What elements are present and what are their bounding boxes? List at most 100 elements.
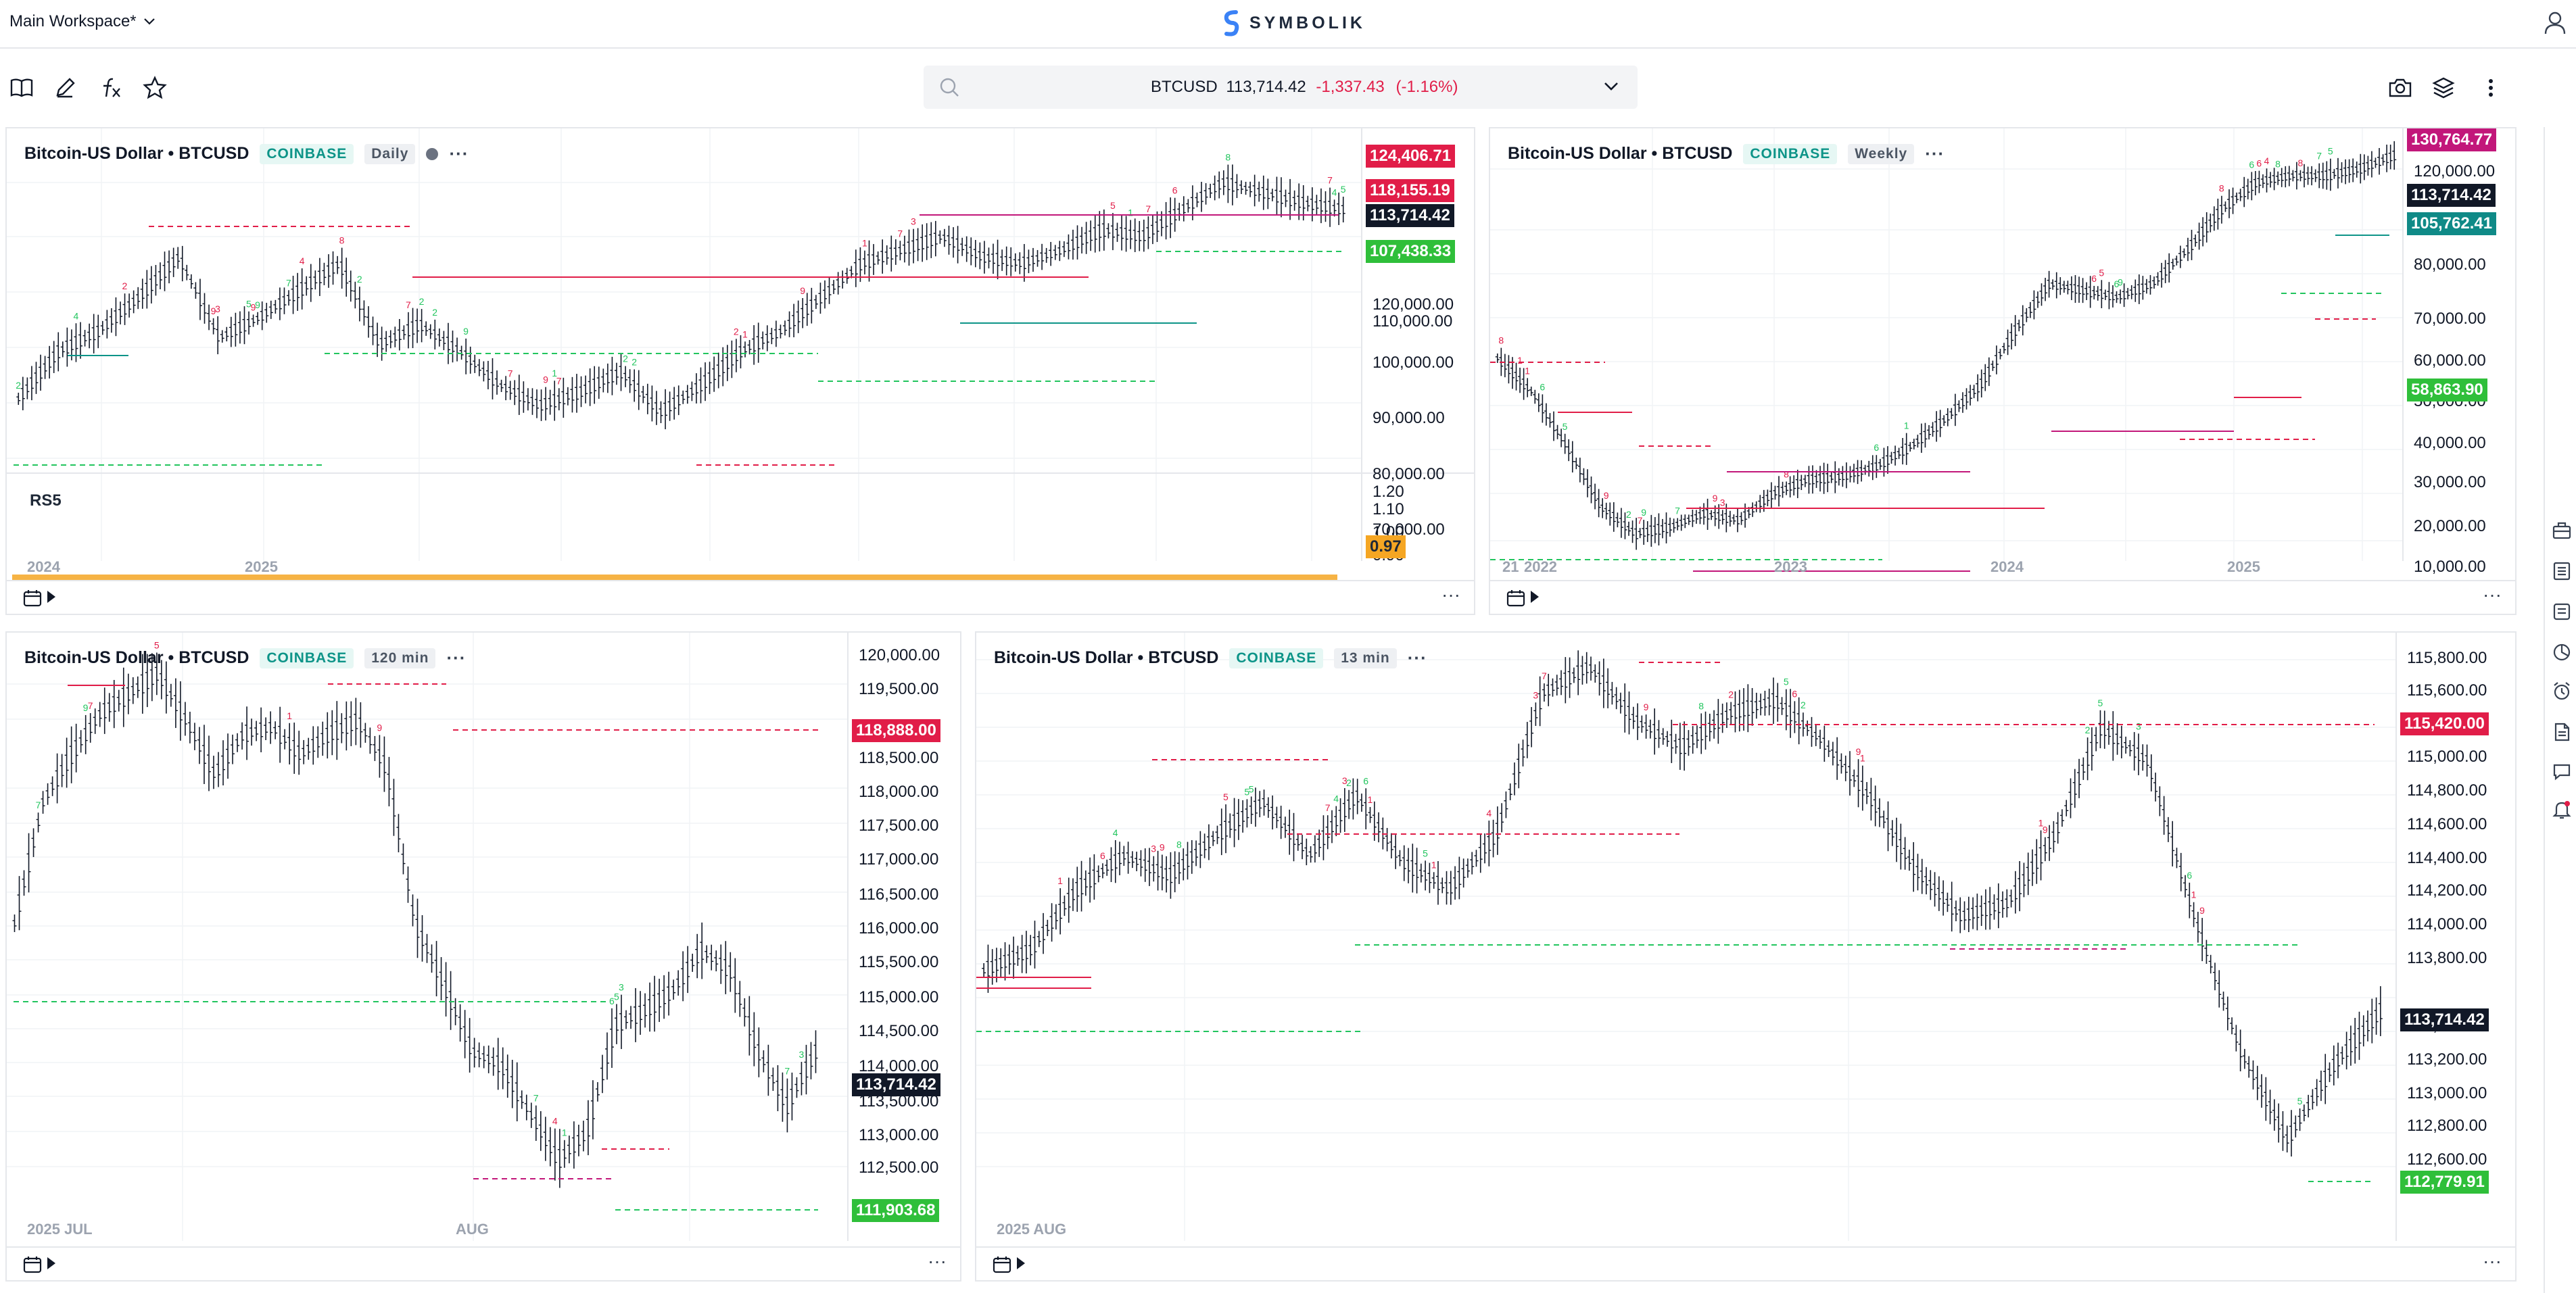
chart-panel-daily[interactable]: Bitcoin-US Dollar • BTCUSD COINBASE Dail…: [5, 127, 1475, 615]
footer-more-button[interactable]: ···: [2483, 584, 2502, 605]
sequential-count-label: 6: [2114, 278, 2120, 289]
sequential-count-label: 6: [1540, 381, 1545, 392]
sequential-count-label: 5: [614, 991, 619, 1002]
sequential-count-label: 8: [339, 235, 345, 246]
panel-menu-button[interactable]: ···: [1925, 143, 1945, 164]
calendar-icon[interactable]: [1506, 589, 1525, 607]
user-icon[interactable]: [2544, 11, 2567, 35]
sequential-count-label: 5: [2328, 146, 2333, 157]
camera-icon[interactable]: [2384, 72, 2416, 104]
sequential-count-label: 2: [432, 307, 437, 318]
status-dot: [426, 147, 439, 160]
alarm-icon[interactable]: [2552, 681, 2572, 702]
y-axis-label: 100,000.00: [1373, 353, 1454, 372]
brand-name: SYMBOLIK: [1249, 13, 1366, 32]
more-vertical-icon[interactable]: [2475, 72, 2507, 104]
sequential-count-label: 6: [1874, 442, 1879, 453]
y-axis-label: 116,500.00: [859, 885, 939, 904]
price-tag-last: 113,714.42: [2407, 184, 2496, 207]
footer-more-button[interactable]: ···: [928, 1250, 947, 1271]
panel-menu-button[interactable]: ···: [446, 648, 467, 668]
analytics-icon[interactable]: [2552, 642, 2572, 662]
sequential-count-label: 4: [73, 310, 78, 321]
y-axis-label: 118,000.00: [859, 783, 939, 801]
footer-more-button[interactable]: ···: [1441, 584, 1460, 605]
y-axis-label: 114,800.00: [2407, 781, 2487, 800]
sequential-count-label: 6: [1100, 850, 1105, 861]
price-tag-support: 105,762.41: [2407, 212, 2497, 235]
footer-more-button[interactable]: ···: [2483, 1250, 2502, 1271]
sequential-count-label: 3: [1533, 689, 1538, 700]
price-tag-last: 113,714.42: [1366, 204, 1454, 227]
book-icon[interactable]: [5, 72, 38, 104]
play-icon[interactable]: [47, 1257, 55, 1269]
play-icon[interactable]: [1531, 591, 1539, 603]
watchlist-icon[interactable]: [2552, 561, 2572, 581]
timeframe-badge[interactable]: 13 min: [1334, 648, 1397, 668]
symbol-search-bar[interactable]: BTCUSD 113,714.42 -1,337.43 (-1.16%): [924, 66, 1638, 109]
sequential-count-label: 7: [556, 375, 562, 386]
sequential-count-label: 7: [508, 368, 513, 379]
play-icon[interactable]: [47, 591, 55, 603]
rsi-axis-label: 1.20: [1373, 483, 1404, 501]
quote-symbol: BTCUSD: [1151, 78, 1218, 96]
brand-logo: SYMBOLIK: [1222, 9, 1366, 36]
panel-menu-button[interactable]: ···: [1407, 648, 1427, 668]
sequential-count-label: 1: [742, 328, 748, 339]
y-axis-label: 115,000.00: [2407, 748, 2487, 766]
y-axis-label: 60,000.00: [2414, 351, 2486, 370]
play-icon[interactable]: [1017, 1257, 1025, 1269]
chart-panel-weekly[interactable]: Bitcoin-US Dollar • BTCUSD COINBASE Week…: [1489, 127, 2517, 615]
timeframe-badge[interactable]: Weekly: [1848, 143, 1915, 164]
rsi-tag: 0.97: [1366, 535, 1406, 558]
panel-menu-button[interactable]: ···: [449, 143, 469, 164]
timeframe-badge[interactable]: 120 min: [364, 648, 436, 668]
y-axis-label: 110,000.00: [1373, 312, 1453, 331]
chat-icon[interactable]: [2552, 761, 2572, 781]
sequential-count-label: 1: [862, 238, 867, 249]
y-axis-label: 114,600.00: [2407, 815, 2487, 833]
chart-title: Bitcoin-US Dollar • BTCUSD: [1508, 144, 1733, 163]
sequential-count-label: 8: [2297, 157, 2303, 168]
sequential-count-label: 6: [2249, 159, 2254, 170]
quote-change: -1,337.43: [1316, 78, 1385, 96]
sequential-count-label: 5: [1563, 421, 1568, 432]
timeframe-badge[interactable]: Daily: [364, 143, 416, 164]
sequential-count-label: 6: [1172, 185, 1178, 196]
year-label: 2025 JUL: [27, 1221, 93, 1238]
pencil-icon[interactable]: [49, 72, 81, 104]
panel-header: Bitcoin-US Dollar • BTCUSD COINBASE Week…: [1508, 143, 1945, 164]
chevron-down-icon[interactable]: [1602, 78, 1620, 95]
chart-panel-120min[interactable]: Bitcoin-US Dollar • BTCUSD COINBASE 120 …: [5, 631, 961, 1282]
chart-panel-13min[interactable]: Bitcoin-US Dollar • BTCUSD COINBASE 13 m…: [975, 631, 2517, 1282]
sequential-count-label: 6: [2091, 273, 2097, 284]
function-icon[interactable]: [95, 72, 127, 104]
calendar-icon[interactable]: [23, 1256, 42, 1273]
calendar-icon[interactable]: [23, 589, 42, 607]
notes-icon[interactable]: [2552, 722, 2572, 742]
price-tag-support: 111,903.68: [852, 1199, 940, 1222]
briefcase-icon[interactable]: [2552, 520, 2572, 541]
sequential-count-label: 7: [1325, 802, 1331, 813]
calendar-icon[interactable]: [993, 1256, 1011, 1273]
sequential-count-label: 9: [1713, 493, 1718, 504]
price-tag-support-2: 58,863.90: [2407, 379, 2487, 401]
sequential-count-label: 9: [2043, 825, 2048, 835]
sequential-count-label: 9: [255, 299, 260, 310]
y-axis-label: 114,400.00: [2407, 849, 2487, 867]
sequential-count-label: 2: [1346, 777, 1352, 788]
y-axis-label: 20,000.00: [2414, 517, 2486, 535]
sequential-count-label: 3: [2136, 721, 2141, 731]
workspace-name: Main Workspace*: [9, 12, 137, 30]
notification-bell-icon[interactable]: [2552, 800, 2572, 820]
sequential-count-label: 7: [1675, 505, 1680, 516]
news-icon[interactable]: [2552, 602, 2572, 622]
workspace-selector[interactable]: Main Workspace*: [9, 12, 156, 31]
rsi-label: RS5: [30, 491, 62, 510]
layers-icon[interactable]: [2427, 72, 2460, 104]
star-icon[interactable]: [139, 72, 171, 104]
